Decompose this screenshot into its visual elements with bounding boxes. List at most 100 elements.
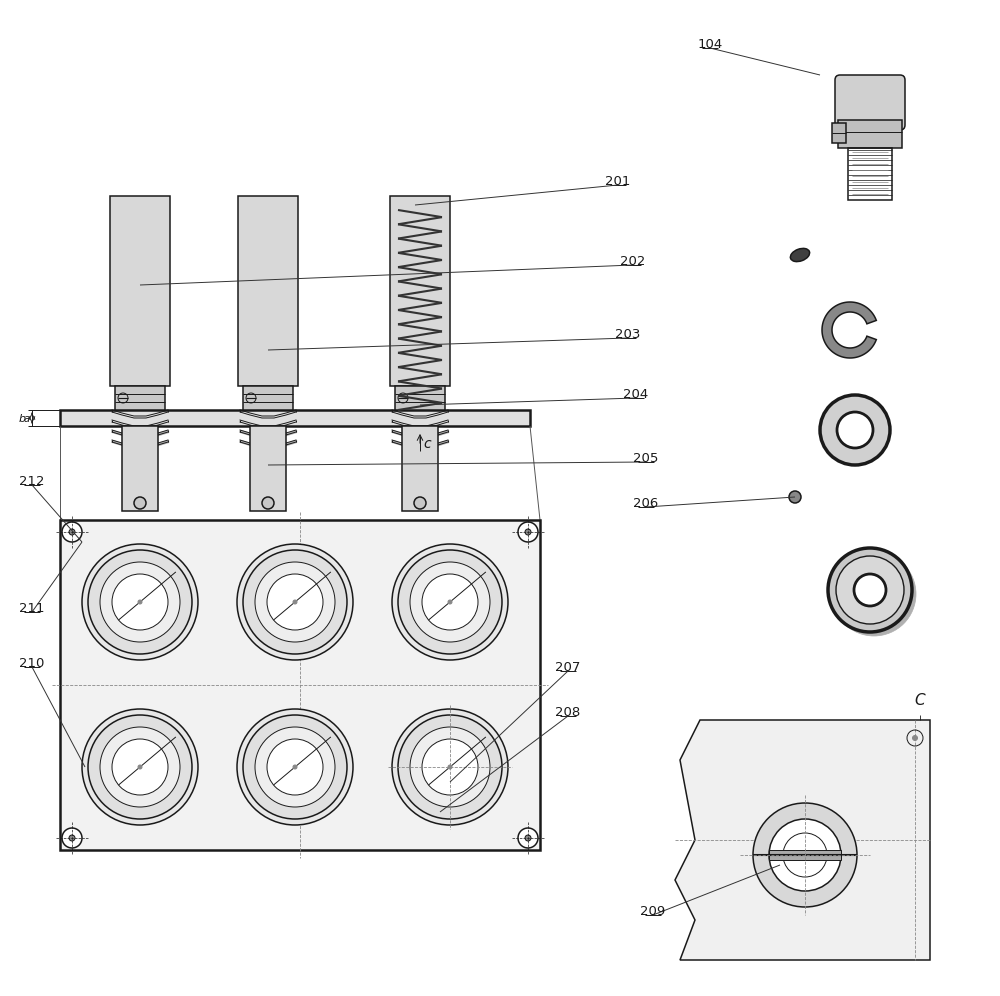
Bar: [110, 196, 170, 386]
Polygon shape: [185, 616, 194, 628]
Polygon shape: [166, 721, 177, 730]
Circle shape: [783, 833, 827, 877]
Circle shape: [422, 739, 478, 795]
Polygon shape: [321, 804, 332, 813]
Polygon shape: [190, 754, 198, 767]
Polygon shape: [495, 741, 504, 754]
Polygon shape: [190, 767, 198, 781]
Circle shape: [518, 522, 538, 542]
Polygon shape: [437, 545, 450, 552]
Polygon shape: [495, 616, 504, 628]
Polygon shape: [258, 556, 269, 566]
Circle shape: [69, 835, 75, 841]
Polygon shape: [450, 709, 463, 717]
Polygon shape: [269, 713, 282, 722]
Text: 210: 210: [19, 657, 45, 670]
Polygon shape: [476, 638, 487, 648]
Polygon shape: [404, 730, 413, 741]
Polygon shape: [127, 652, 140, 659]
Polygon shape: [487, 793, 496, 804]
Circle shape: [138, 765, 142, 769]
Polygon shape: [392, 602, 400, 616]
Polygon shape: [487, 730, 496, 741]
Polygon shape: [437, 709, 450, 717]
Polygon shape: [237, 602, 245, 616]
Polygon shape: [396, 616, 405, 628]
Polygon shape: [94, 566, 103, 576]
Polygon shape: [500, 767, 508, 781]
Polygon shape: [437, 818, 450, 825]
FancyBboxPatch shape: [835, 75, 905, 130]
Polygon shape: [166, 556, 177, 566]
Circle shape: [112, 739, 168, 795]
Text: 203: 203: [615, 328, 641, 341]
Polygon shape: [237, 754, 245, 767]
Polygon shape: [249, 628, 258, 638]
Bar: [122, 426, 158, 511]
Circle shape: [267, 574, 323, 630]
Polygon shape: [258, 804, 269, 813]
Text: c: c: [423, 437, 431, 451]
Polygon shape: [332, 730, 341, 741]
Polygon shape: [86, 781, 95, 793]
Polygon shape: [500, 602, 508, 616]
Polygon shape: [241, 741, 250, 754]
Polygon shape: [166, 804, 177, 813]
Polygon shape: [340, 741, 349, 754]
Polygon shape: [177, 730, 186, 741]
Circle shape: [410, 562, 490, 642]
Polygon shape: [321, 556, 332, 566]
Polygon shape: [340, 781, 349, 793]
Polygon shape: [413, 804, 424, 813]
Polygon shape: [190, 589, 198, 602]
Polygon shape: [166, 638, 177, 648]
Polygon shape: [308, 713, 321, 722]
Polygon shape: [392, 767, 400, 781]
Polygon shape: [321, 638, 332, 648]
Circle shape: [100, 562, 180, 642]
Polygon shape: [140, 652, 153, 659]
Polygon shape: [114, 549, 127, 557]
Polygon shape: [476, 556, 487, 566]
Circle shape: [837, 412, 873, 448]
Polygon shape: [404, 566, 413, 576]
Text: 208: 208: [555, 706, 581, 719]
Polygon shape: [237, 767, 245, 781]
Bar: [60, 410, 530, 426]
Polygon shape: [140, 818, 153, 825]
Polygon shape: [396, 576, 405, 589]
Polygon shape: [463, 647, 476, 655]
Polygon shape: [495, 576, 504, 589]
Circle shape: [88, 715, 192, 819]
Circle shape: [832, 552, 916, 636]
Polygon shape: [487, 566, 496, 576]
Polygon shape: [190, 602, 198, 616]
Text: 104: 104: [697, 38, 723, 51]
Polygon shape: [332, 628, 341, 638]
Polygon shape: [94, 730, 103, 741]
Polygon shape: [249, 730, 258, 741]
Polygon shape: [140, 545, 153, 552]
Polygon shape: [424, 812, 437, 821]
Text: 209: 209: [640, 905, 666, 918]
Circle shape: [88, 550, 192, 654]
Polygon shape: [127, 709, 140, 717]
Circle shape: [237, 709, 353, 825]
Polygon shape: [86, 741, 95, 754]
Polygon shape: [127, 818, 140, 825]
Polygon shape: [103, 804, 114, 813]
Polygon shape: [82, 754, 90, 767]
Polygon shape: [500, 754, 508, 767]
Polygon shape: [177, 566, 186, 576]
Polygon shape: [345, 602, 353, 616]
Polygon shape: [82, 767, 90, 781]
Circle shape: [243, 715, 347, 819]
Polygon shape: [249, 566, 258, 576]
Polygon shape: [114, 713, 127, 722]
Circle shape: [112, 574, 168, 630]
Bar: [390, 196, 450, 386]
Circle shape: [82, 544, 198, 660]
Polygon shape: [258, 638, 269, 648]
Polygon shape: [396, 741, 405, 754]
Circle shape: [854, 574, 886, 606]
